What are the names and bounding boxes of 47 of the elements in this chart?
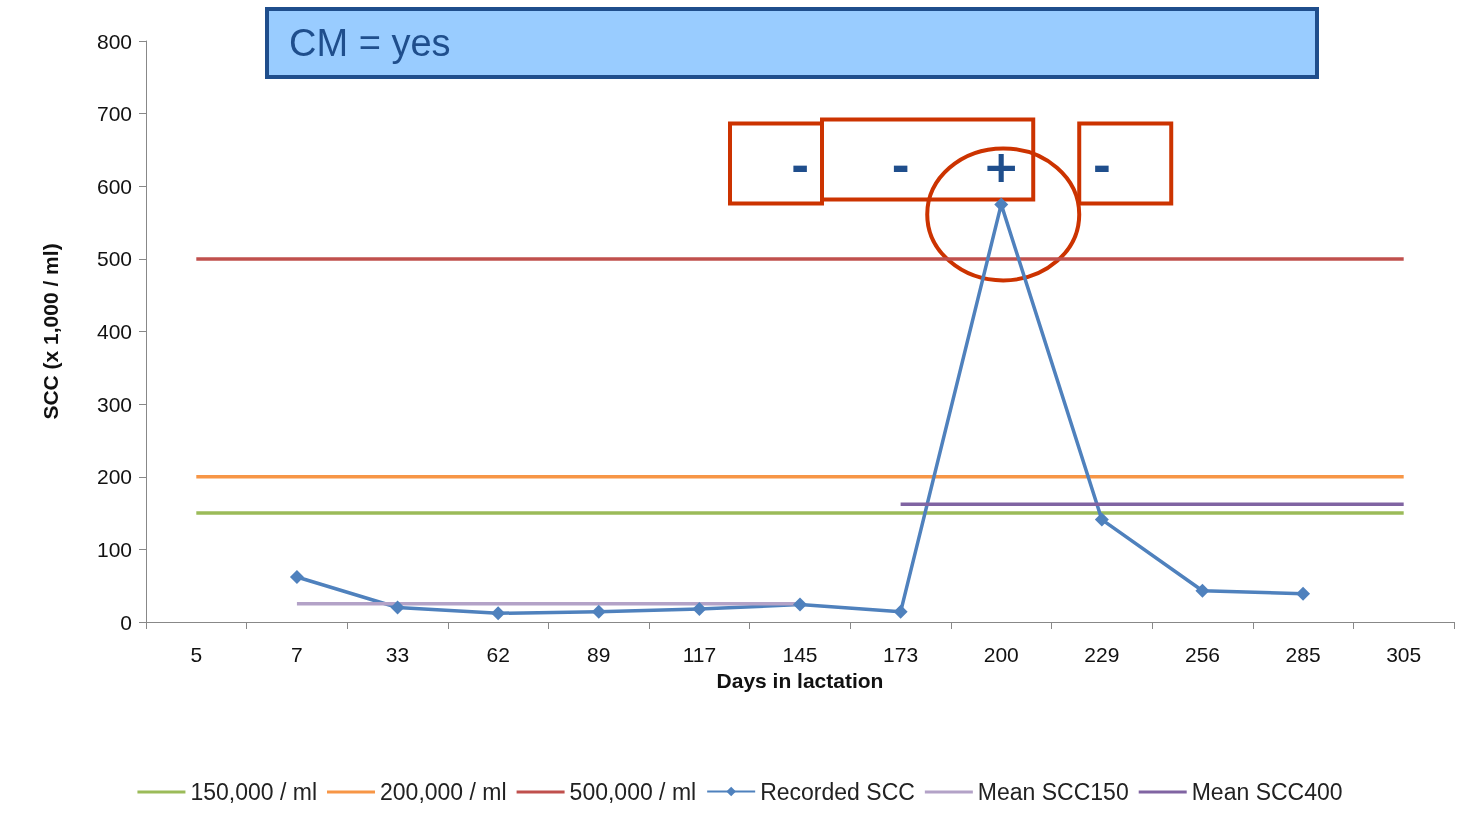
y-tick-label: 400 [96,320,132,343]
x-tick-label: 173 [883,643,919,666]
point [793,597,807,612]
text-box: CM = yes [265,7,1319,79]
point [591,604,606,619]
y-tick-label: 100 [96,537,132,561]
chart-title: CM = yes [289,21,451,65]
point [289,569,304,584]
x-tick-label: 305 [1386,643,1422,666]
x-tick-label: 200 [983,643,1019,666]
y-tick-label: 300 [96,392,132,416]
y-tick-label: 600 [96,174,132,198]
annotation: - [891,140,910,192]
legend-label: 150,000 / ml [190,778,318,805]
x-tick-label: 145 [782,643,818,666]
x-tick-label: 285 [1285,643,1321,666]
y-tick-label: 200 [96,465,132,489]
y-tick-label: 700 [96,102,132,126]
point [1094,512,1109,527]
annotation: - [790,140,810,192]
point [491,606,506,621]
y-tick-label: 0 [120,610,132,634]
point [692,601,707,616]
legend-label: 200,000 / ml [380,778,507,805]
x-tick-label: 33 [385,643,410,666]
x-axis-title: Days in lactation [716,669,884,692]
point [1296,586,1311,601]
point [893,604,908,619]
point [390,600,405,615]
annotation: - [1092,140,1111,192]
x-tick-label: 117 [682,643,717,666]
y-axis-title: SCC (x 1,000 / ml) [39,243,62,420]
legend-label: Mean SCC400 [1191,778,1343,805]
point [994,197,1009,212]
annotation: + [982,140,1020,192]
x-tick-label: 89 [587,643,611,666]
x-tick-label: 229 [1084,643,1120,666]
x-tick-label: 7 [291,643,303,666]
legend-label: Recorded SCC [760,778,915,805]
y-tick-label: 500 [96,247,132,271]
y-tick-label: 800 [96,29,132,53]
x-tick-label: 62 [486,643,510,666]
x-tick-label: 5 [190,643,203,666]
x-tick-label: 256 [1184,643,1220,666]
point [1195,583,1210,598]
legend-label: Mean SCC150 [977,778,1129,805]
legend-label: 500,000 / ml [569,778,697,805]
